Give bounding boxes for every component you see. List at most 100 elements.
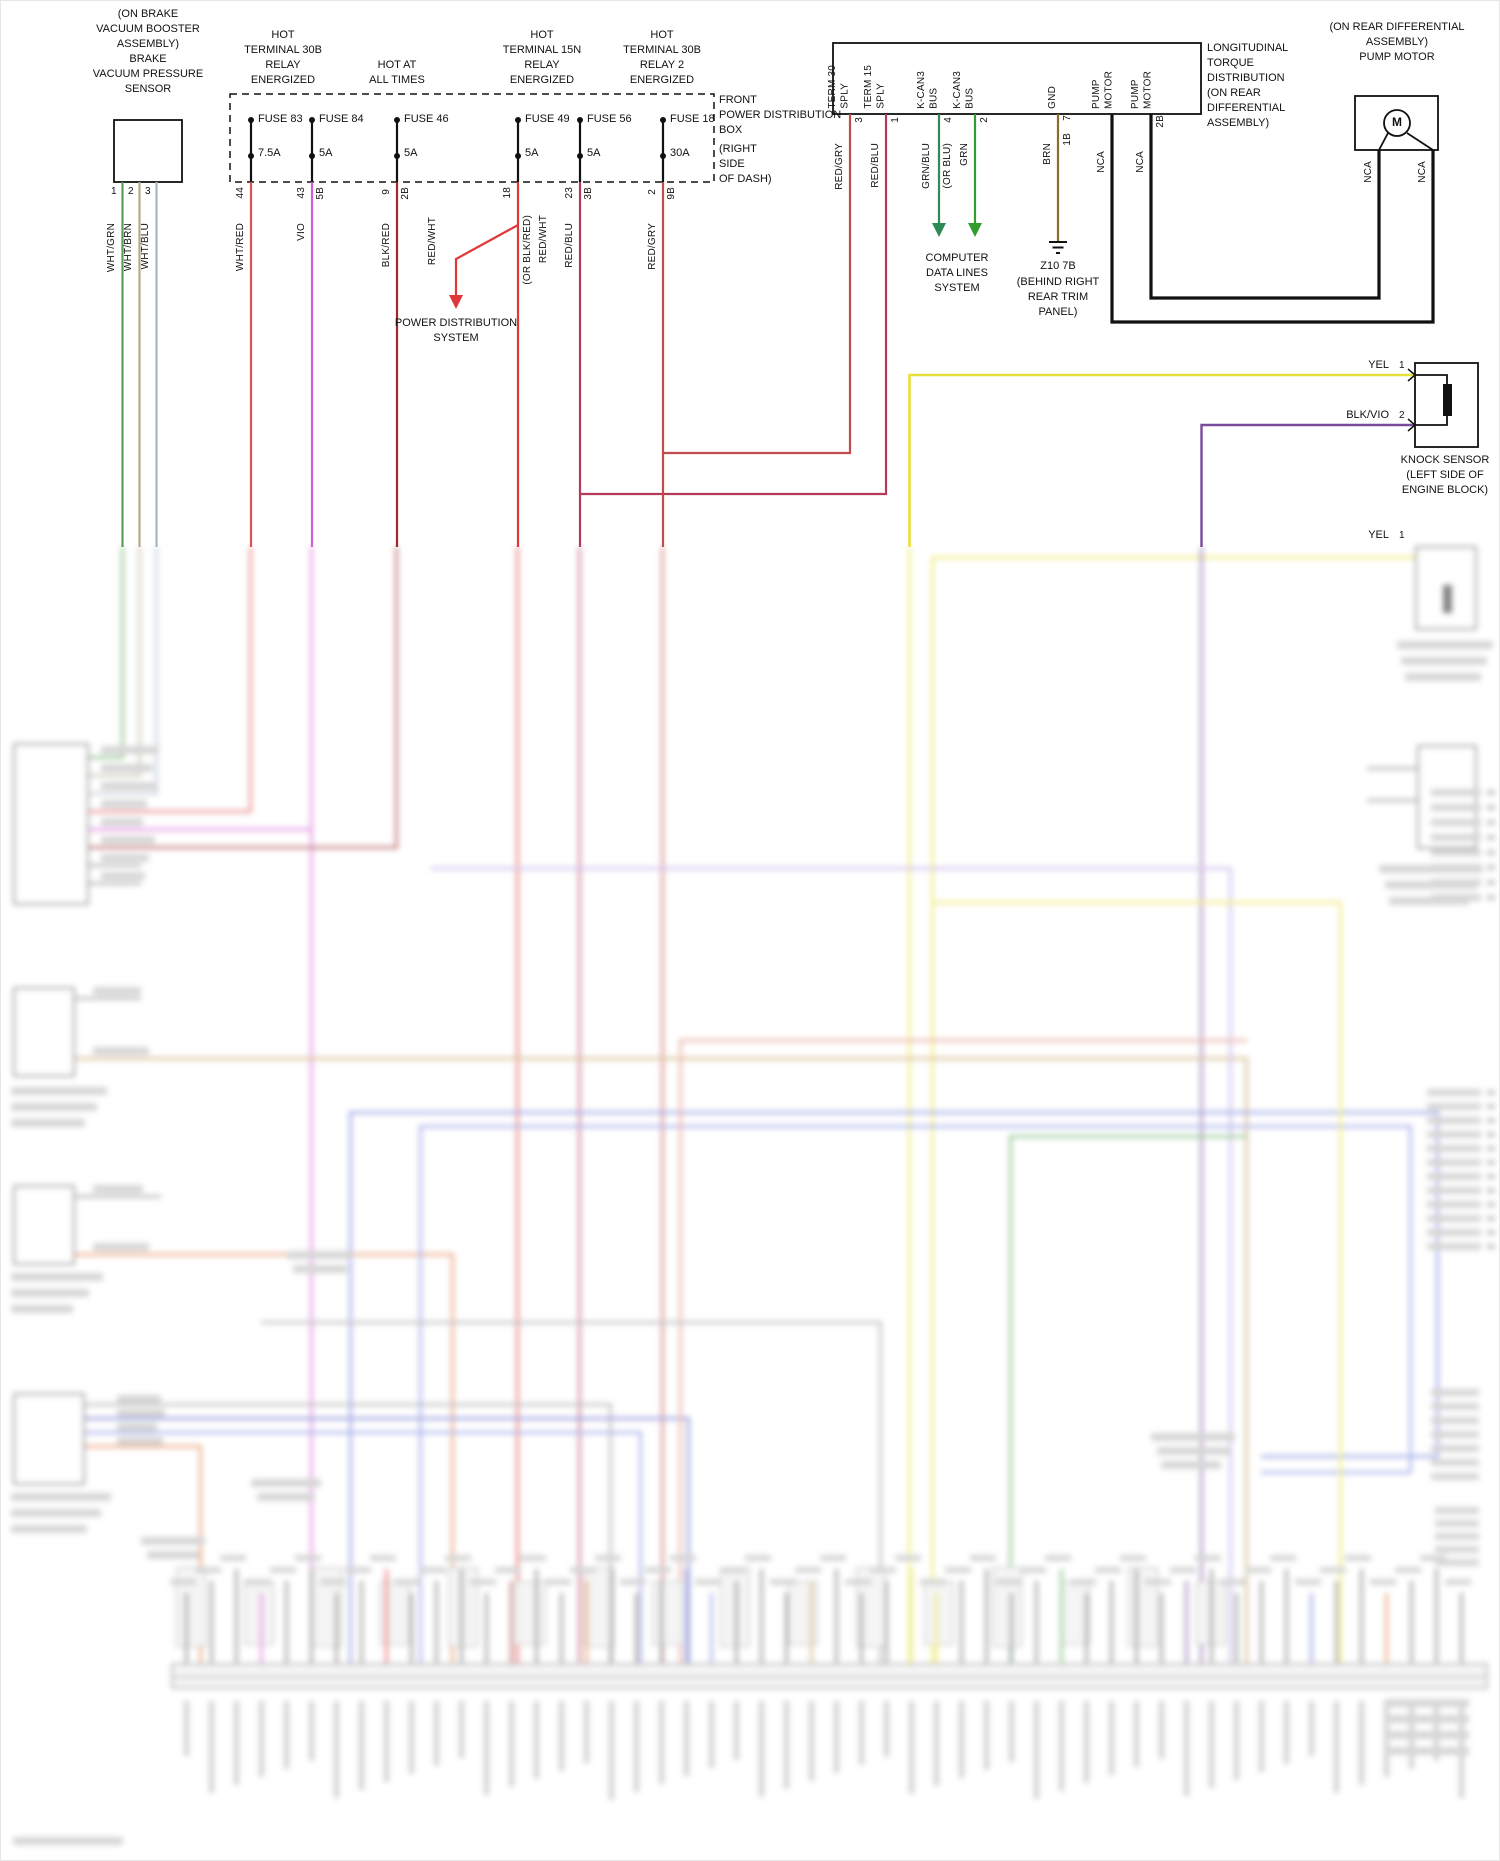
blurred-detail — [1135, 1569, 1138, 1663]
blurred-detail — [11, 1509, 101, 1517]
blurred-detail — [1070, 1579, 1096, 1585]
blurred-detail — [485, 1593, 488, 1663]
blurred-detail — [11, 1119, 85, 1127]
fuse-header: HOT AT — [377, 59, 417, 71]
blurred-detail — [1401, 657, 1487, 665]
blurred-detail — [584, 1701, 589, 1763]
ltd-title: DISTRIBUTION — [1207, 72, 1285, 84]
blurred-detail — [1385, 1593, 1388, 1663]
fuse-name: FUSE 83 — [258, 113, 303, 125]
blurred-detail — [1435, 1533, 1479, 1540]
blurred-detail — [1059, 1701, 1064, 1791]
wire-label-wht-brn: WHT/BRN — [123, 223, 134, 272]
blurred-detail — [620, 1579, 646, 1585]
blurred-detail — [639, 1431, 642, 1663]
fuse-header: ALL TIMES — [369, 74, 425, 86]
blurred-detail — [1370, 1579, 1396, 1585]
wire-label-red-gry: RED/GRY — [834, 143, 845, 190]
blurred-detail — [1487, 790, 1495, 795]
blurred-detail — [141, 1537, 205, 1545]
wire-label-grn-blu: GRN/BLU — [921, 143, 932, 189]
blurred-detail — [1487, 835, 1495, 840]
blurred-detail — [1034, 1701, 1039, 1799]
blurred-detail — [93, 1185, 143, 1193]
blurred-detail — [859, 1701, 864, 1765]
blurred-detail — [1445, 1579, 1471, 1585]
wire-label-vio: VIO — [296, 223, 307, 241]
blurred-detail — [1345, 1555, 1371, 1561]
ltd-pin-number: 2 — [979, 117, 990, 123]
blurred-detail — [1120, 1555, 1146, 1561]
blurred-detail — [931, 556, 934, 1663]
blurred-detail — [245, 1579, 271, 1585]
fuse-header: ENERGIZED — [629, 74, 695, 86]
blurred-detail — [1431, 834, 1481, 841]
blurred-detail — [345, 1567, 371, 1573]
blurred-detail — [101, 764, 153, 772]
output-pin: 18 — [502, 187, 513, 199]
fusebox-caption: FRONT — [719, 94, 757, 106]
blurred-detail — [687, 1417, 690, 1663]
blurred-detail — [945, 1567, 971, 1573]
blurred-detail — [609, 1403, 612, 1663]
blurred-detail — [420, 1567, 446, 1573]
blurred-detail — [1385, 1731, 1469, 1739]
blurred-detail — [1259, 1701, 1264, 1772]
blurred-detail — [660, 1581, 663, 1663]
fuse-name: FUSE 49 — [525, 113, 570, 125]
ground-location: PANEL) — [1038, 306, 1078, 318]
fuse-amps: 5A — [319, 147, 333, 159]
brake-sensor-title: (ON BRAKE — [117, 8, 179, 20]
blurred-detail — [1427, 1229, 1481, 1236]
blurred-detail — [634, 1701, 639, 1792]
blurred-detail — [1487, 1132, 1495, 1137]
kcan3-arrow-1 — [932, 223, 946, 237]
blurred-detail — [920, 1579, 946, 1585]
component-outlines — [113, 42, 1479, 448]
blurred-detail — [11, 1273, 103, 1281]
blurred-detail — [1157, 1447, 1229, 1455]
blurred-detail — [1427, 1159, 1481, 1166]
blurred-detail — [101, 872, 145, 880]
blurred-detail — [93, 1243, 149, 1251]
blurred-detail — [184, 1701, 189, 1756]
blurred-detail — [595, 1555, 621, 1561]
blurred-detail — [89, 774, 140, 777]
blurred-detail — [360, 1581, 363, 1663]
blurred-detail — [1431, 864, 1481, 871]
blurred-detail — [244, 1581, 274, 1645]
wire-label-brn: BRN — [1042, 143, 1053, 165]
pump-motor-title: ASSEMBLY) — [1365, 36, 1429, 48]
blurred-detail — [310, 1569, 313, 1663]
blurred-detail — [155, 547, 158, 795]
blurred-detail — [879, 1321, 882, 1663]
knock-sensor-1-element — [1407, 368, 1452, 432]
blurred-detail — [959, 1701, 964, 1778]
blurred-detail — [610, 1569, 613, 1663]
blurred-detail — [908, 547, 911, 1663]
blurred-detail — [484, 1701, 489, 1795]
brake-sensor-pin: 3 — [145, 186, 151, 197]
blurred-detail — [884, 1701, 889, 1757]
blurred-detail — [609, 1701, 614, 1800]
ltd-module-box — [832, 42, 1202, 115]
blurred-detail — [1417, 745, 1477, 849]
blurred-detail — [1045, 1555, 1071, 1561]
blurred-detail — [459, 1701, 464, 1758]
blurred-detail — [784, 1701, 789, 1789]
blurred-detail — [13, 1185, 75, 1265]
wire-label-blk-red: BLK/RED — [381, 223, 392, 268]
blurred-detail — [173, 1676, 1486, 1678]
blurred-detail — [1334, 1701, 1339, 1793]
fuse-name: FUSE 84 — [319, 113, 364, 125]
blurred-detail — [470, 1579, 496, 1585]
ltd-pin-name: GND — [1047, 86, 1058, 109]
blurred-detail — [410, 1593, 413, 1663]
blurred-detail — [1229, 867, 1232, 1663]
knock1-pin: 1 — [1399, 360, 1405, 371]
blurred-detail — [349, 1111, 352, 1663]
blurred-detail — [287, 1251, 351, 1259]
kcan3-arrow-2 — [968, 223, 982, 237]
